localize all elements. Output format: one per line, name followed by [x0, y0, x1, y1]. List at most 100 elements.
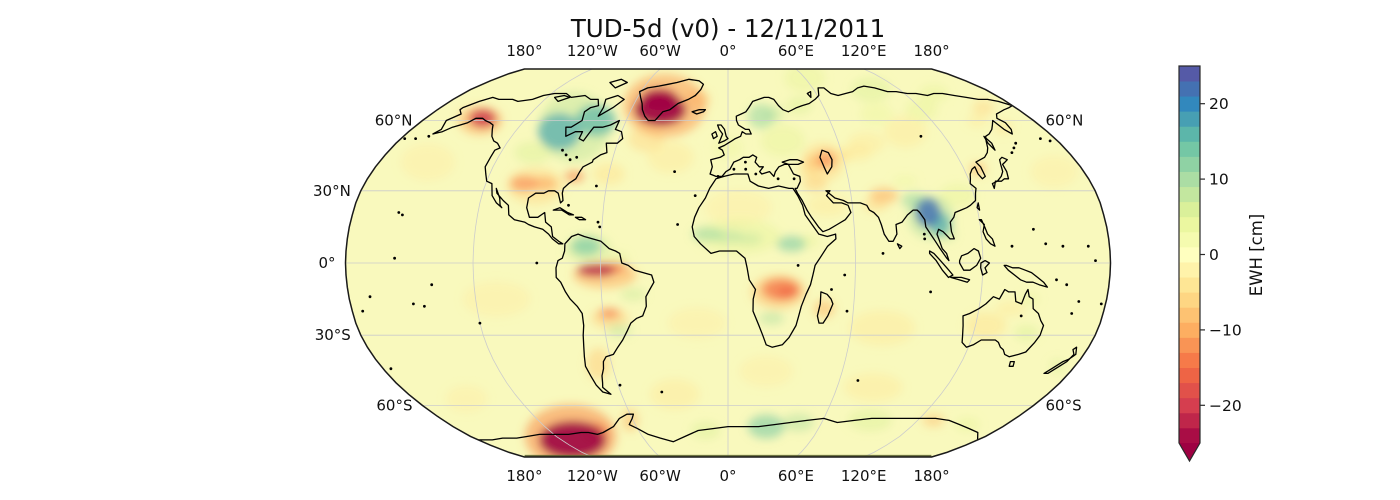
anomaly-blob — [748, 103, 775, 129]
island-speck — [564, 153, 568, 157]
island-speck — [929, 290, 932, 294]
island-speck — [845, 309, 849, 313]
island-speck — [414, 137, 417, 141]
lon-tick-label-top: 60°E — [778, 42, 814, 60]
anomaly-blob — [539, 421, 607, 457]
colorbar: 20 10 0 −10 −20 — [1178, 65, 1242, 463]
island-speck — [922, 232, 926, 236]
colorbar-segment — [1179, 337, 1200, 353]
coastline — [478, 413, 979, 443]
colorbar-segment — [1179, 186, 1200, 203]
island-speck — [401, 213, 404, 217]
island-speck — [1065, 283, 1069, 287]
island-speck — [843, 273, 847, 277]
island-speck — [693, 194, 697, 198]
coastline — [961, 288, 1045, 358]
anomaly-blob — [510, 175, 539, 192]
island-speck — [792, 177, 796, 181]
anomaly-blob — [884, 115, 927, 148]
anomaly-blob — [970, 163, 986, 176]
colorbar-segment — [1179, 397, 1200, 414]
island-speck — [412, 302, 415, 306]
colorbar-segment — [1179, 412, 1200, 429]
coastline — [711, 131, 718, 140]
island-speck — [830, 288, 833, 291]
anomaly-blob — [690, 421, 721, 440]
coastline — [1003, 264, 1049, 288]
island-speck — [744, 160, 747, 164]
lon-tick-label-top: 120°W — [567, 42, 618, 60]
coastline — [928, 250, 954, 279]
anomaly-blob — [995, 301, 1025, 317]
colorbar-segment — [1179, 66, 1200, 82]
anomaly-blob — [577, 264, 616, 277]
island-speck — [1010, 244, 1014, 248]
anomaly-blob — [816, 150, 836, 169]
anomaly-blob — [939, 183, 977, 208]
coastline — [781, 159, 805, 166]
coastline — [958, 247, 982, 271]
map-boundary — [344, 68, 1112, 458]
anomaly-blob — [607, 252, 629, 264]
colorbar-tick-label: 20 — [1209, 95, 1229, 113]
island-speck — [744, 167, 748, 171]
coastline — [553, 94, 571, 103]
island-speck — [393, 256, 396, 260]
colorbar-segment — [1179, 292, 1200, 308]
anomaly-blob — [598, 308, 620, 319]
lon-tick-label-bottom: 0° — [719, 467, 736, 485]
colorbar-extend-arrow — [1179, 443, 1200, 461]
colorbar-segment — [1179, 277, 1200, 293]
anomaly-blob — [634, 93, 686, 126]
island-speck — [1010, 151, 1014, 155]
island-speck — [1044, 242, 1048, 246]
colorbar-segment — [1179, 96, 1200, 112]
island-speck — [856, 379, 860, 382]
coastline — [609, 78, 628, 89]
colorbar-tick-label: −10 — [1209, 321, 1242, 339]
plot-title: TUD-5d (v0) - 12/11/2011 — [570, 14, 885, 43]
gridline-meridian — [600, 69, 661, 457]
coastline — [709, 85, 1013, 262]
lon-tick-label-top: 180° — [914, 42, 950, 60]
island-speck — [1012, 146, 1016, 150]
coastline — [978, 219, 996, 247]
coastline — [806, 90, 812, 99]
lat-tick-label-left: 60°S — [376, 397, 412, 415]
island-speck — [361, 309, 365, 313]
anomaly-blob — [847, 132, 885, 155]
island-speck — [923, 237, 927, 241]
graticule — [345, 69, 1111, 457]
anomaly-blob — [848, 409, 893, 432]
colorbar-segment — [1179, 307, 1200, 323]
island-speck — [598, 225, 602, 229]
island-speck — [1014, 141, 1018, 145]
island-speck — [427, 134, 431, 138]
anomaly-blob — [1030, 155, 1078, 188]
island-speck — [596, 220, 600, 224]
coastline — [691, 173, 837, 348]
colorbar-label: EWH [cm] — [1247, 214, 1266, 296]
coastline — [1043, 346, 1078, 375]
coastline — [555, 233, 655, 395]
island-speck — [660, 390, 664, 394]
lon-tick-label-bottom: 180° — [914, 467, 950, 485]
coastline — [432, 92, 624, 245]
anomaly-blob — [849, 310, 916, 346]
island-speck — [676, 223, 679, 226]
lon-tick-label-top: 180° — [506, 42, 542, 60]
axis-labels: 180° 180° 120°W 120°W 60°W 60°W 0° 0° 60°E 60°E 12… — [313, 42, 1083, 485]
lat-tick-label-right: 60°S — [1046, 397, 1082, 415]
coastline — [597, 94, 625, 117]
coastline — [716, 124, 729, 144]
coastline — [691, 109, 707, 115]
anomaly-blob — [786, 96, 812, 115]
anomaly-blob — [705, 190, 772, 226]
colorbar-segment — [1179, 427, 1200, 444]
anomaly-blob — [965, 312, 1007, 339]
island-speck — [732, 167, 736, 171]
anomaly-blob — [692, 227, 722, 242]
anomaly-blob — [915, 198, 941, 227]
anomaly-blob — [532, 177, 557, 191]
